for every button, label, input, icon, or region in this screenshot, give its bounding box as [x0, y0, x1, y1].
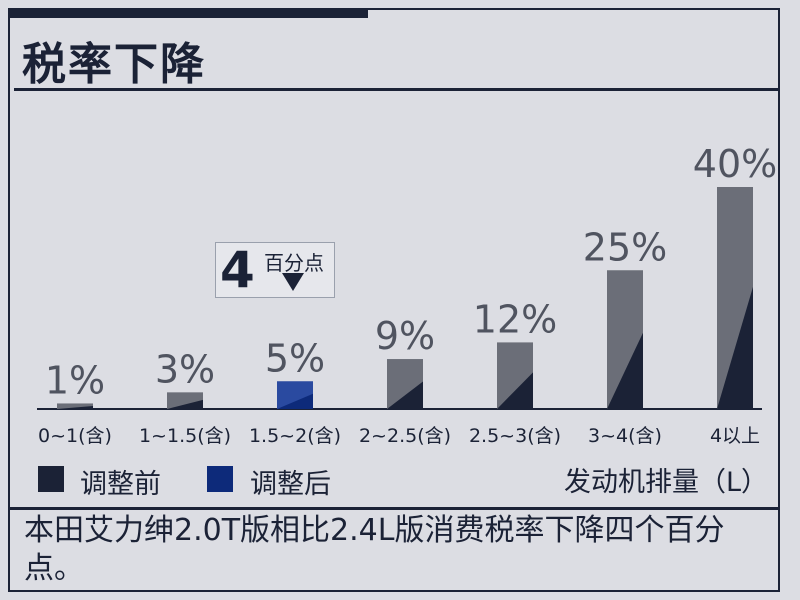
data-label-2: 5% — [265, 336, 325, 380]
legend-label-before: 调整前 — [80, 469, 161, 500]
category-label-6: 4以上 — [710, 425, 760, 447]
top-accent-bar — [8, 8, 368, 18]
bar-shadow — [607, 332, 643, 409]
category-label-4: 2.5~3(含) — [469, 425, 561, 447]
bar-3 — [387, 359, 423, 409]
bar-shadow — [497, 372, 533, 409]
x-axis-label: 发动机排量（L） — [563, 467, 768, 498]
bar-shadow — [167, 399, 203, 409]
category-label-1: 1~1.5(含) — [139, 425, 231, 447]
caption-divider — [10, 507, 780, 510]
data-label-5: 25% — [583, 225, 667, 269]
data-label-1: 3% — [155, 347, 215, 391]
bar-6 — [717, 187, 753, 409]
bar-shadow — [277, 393, 313, 409]
annotation-number: 4 — [220, 241, 255, 299]
bar-2 — [277, 381, 313, 409]
bar-shadow — [387, 381, 423, 409]
legend-label-after: 调整后 — [250, 469, 331, 500]
category-label-5: 3~4(含) — [588, 425, 662, 447]
data-label-6: 40% — [693, 142, 777, 186]
frame-border — [8, 8, 780, 592]
bar-1 — [167, 392, 203, 409]
data-label-0: 1% — [45, 358, 105, 402]
category-label-3: 2~2.5(含) — [359, 425, 451, 447]
data-label-3: 9% — [375, 314, 435, 358]
bar-0 — [57, 403, 93, 409]
bar-shadow — [57, 405, 93, 409]
bar-face — [57, 403, 93, 409]
annotation-text: 百分点 — [264, 251, 324, 275]
legend-swatch-before — [38, 466, 64, 492]
category-label-2: 1.5~2(含) — [249, 425, 341, 447]
caption-text: 本田艾力绅2.0T版相比2.4L版消费税率下降四个百分点。 — [24, 513, 725, 586]
bar-4 — [497, 342, 533, 409]
bar-5 — [607, 270, 643, 409]
page-title: 税率下降 — [22, 39, 206, 90]
legend-swatch-after — [207, 466, 233, 492]
title-divider — [14, 88, 780, 91]
category-label-0: 0~1(含) — [38, 425, 112, 447]
bar-shadow — [717, 286, 753, 409]
down-arrow-icon — [282, 273, 304, 291]
annotation-callout: 4 百分点 — [215, 242, 335, 298]
data-label-4: 12% — [473, 297, 557, 341]
